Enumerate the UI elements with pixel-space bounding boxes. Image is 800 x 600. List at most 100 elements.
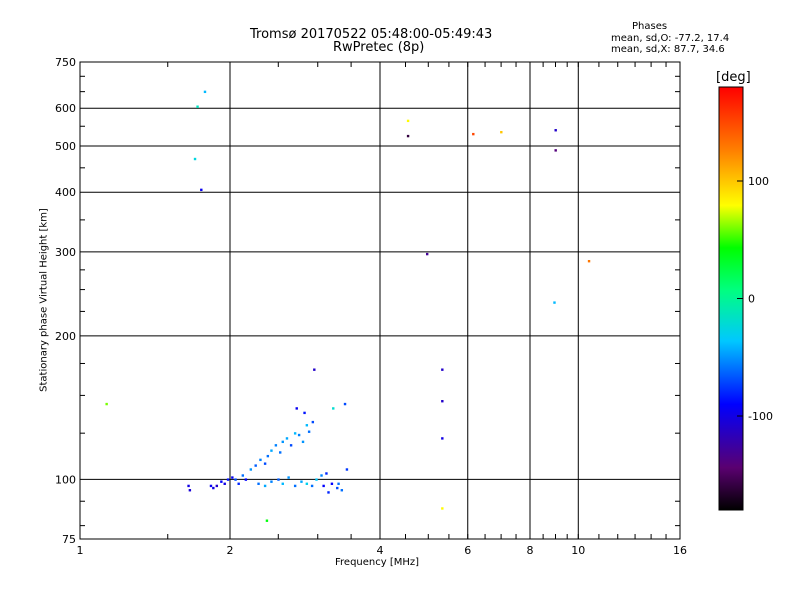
data-point <box>441 507 444 510</box>
data-point <box>257 482 260 485</box>
y-tick-label: 300 <box>55 246 76 259</box>
y-axis-ticks: 75 100 200 300 400 500 600 750 <box>55 56 680 546</box>
data-point <box>220 480 223 483</box>
data-point <box>472 132 475 136</box>
data-point <box>587 259 591 263</box>
x-tick-label: 10 <box>571 544 585 557</box>
y-tick-label: 500 <box>55 140 76 153</box>
phases-label: Phases <box>632 21 668 32</box>
data-point <box>313 368 316 371</box>
colorbar-ticks: 100 0 -100 <box>737 175 773 423</box>
data-point <box>301 440 305 444</box>
data-point <box>274 444 278 447</box>
data-point <box>320 474 323 477</box>
data-point <box>270 449 273 452</box>
data-point <box>340 489 344 492</box>
data-point <box>241 474 245 477</box>
x-tick-label: 4 <box>377 544 384 557</box>
data-point <box>293 484 297 488</box>
phase-stats-x: mean, sd,X: 87.7, 34.6 <box>611 44 725 55</box>
phase-stats-o: mean, sd,O: -77.2, 17.4 <box>611 33 730 44</box>
data-point <box>215 484 219 488</box>
y-tick-label: 400 <box>55 186 76 199</box>
y-tick-label: 600 <box>55 102 76 115</box>
data-point <box>196 105 199 108</box>
data-point <box>289 444 293 447</box>
data-point <box>307 430 311 433</box>
grid-lines <box>80 62 680 539</box>
data-point <box>322 484 325 488</box>
data-point <box>554 149 557 152</box>
data-point <box>337 482 340 485</box>
colorbar-tick-label: 100 <box>748 175 769 188</box>
data-point <box>305 424 309 427</box>
data-point <box>244 478 248 481</box>
data-point <box>325 472 328 475</box>
data-point <box>441 437 444 440</box>
data-point <box>295 407 298 410</box>
colorbar-unit-label: [deg] <box>716 70 751 85</box>
data-point <box>336 486 339 490</box>
data-point <box>297 433 301 437</box>
colorbar-tick-label: -100 <box>748 410 773 423</box>
x-tick-label: 8 <box>527 544 534 557</box>
data-point <box>265 519 269 522</box>
data-point <box>249 468 253 471</box>
data-point <box>263 484 267 488</box>
data-point <box>293 432 297 435</box>
data-points <box>105 90 591 522</box>
data-point <box>259 458 262 462</box>
x-tick-label: 2 <box>227 544 234 557</box>
chart-subtitle: RwPretec (8p) <box>333 40 425 55</box>
x-tick-label: 1 <box>77 544 84 557</box>
data-point <box>263 462 267 465</box>
x-axis-ticks: 1 2 4 6 8 10 16 <box>77 62 687 557</box>
x-tick-label: 16 <box>673 544 687 557</box>
y-tick-label: 200 <box>55 330 76 343</box>
data-point <box>345 468 349 471</box>
data-point <box>305 482 309 485</box>
data-point <box>281 440 284 444</box>
data-point <box>343 402 347 406</box>
data-point <box>187 484 190 488</box>
data-point <box>105 402 108 406</box>
data-point <box>279 451 282 454</box>
data-point <box>303 411 306 415</box>
data-point <box>281 482 284 485</box>
data-point <box>332 407 335 410</box>
data-point <box>310 484 314 488</box>
data-point <box>212 486 215 490</box>
data-point <box>315 478 318 481</box>
data-point <box>553 301 556 304</box>
data-point <box>300 480 303 483</box>
data-point <box>266 454 270 458</box>
x-axis-label: Frequency [MHz] <box>335 557 420 568</box>
data-point <box>231 476 234 479</box>
data-point <box>203 90 207 94</box>
data-point <box>441 368 444 371</box>
y-tick-label: 750 <box>55 56 76 69</box>
colorbar-tick-label: 0 <box>748 293 755 306</box>
data-point <box>277 478 280 481</box>
data-point <box>327 491 330 494</box>
data-point <box>425 252 429 256</box>
data-point <box>223 482 226 485</box>
data-point <box>287 476 290 479</box>
data-point <box>188 489 192 492</box>
data-point <box>226 478 230 481</box>
chart-title: Tromsø 20170522 05:48:00-05:49:43 <box>250 27 493 42</box>
data-point <box>311 420 315 424</box>
data-point <box>270 480 273 483</box>
data-point <box>254 464 257 467</box>
data-point <box>406 134 410 138</box>
data-point <box>406 119 410 123</box>
data-point <box>500 130 503 134</box>
y-tick-label: 100 <box>55 473 76 486</box>
y-axis-label: Stationary phase Virtual Height [km] <box>38 208 50 392</box>
data-point <box>330 482 334 485</box>
data-point <box>234 478 237 481</box>
data-point <box>554 129 557 132</box>
y-tick-label: 75 <box>62 533 76 546</box>
data-point <box>209 484 213 488</box>
